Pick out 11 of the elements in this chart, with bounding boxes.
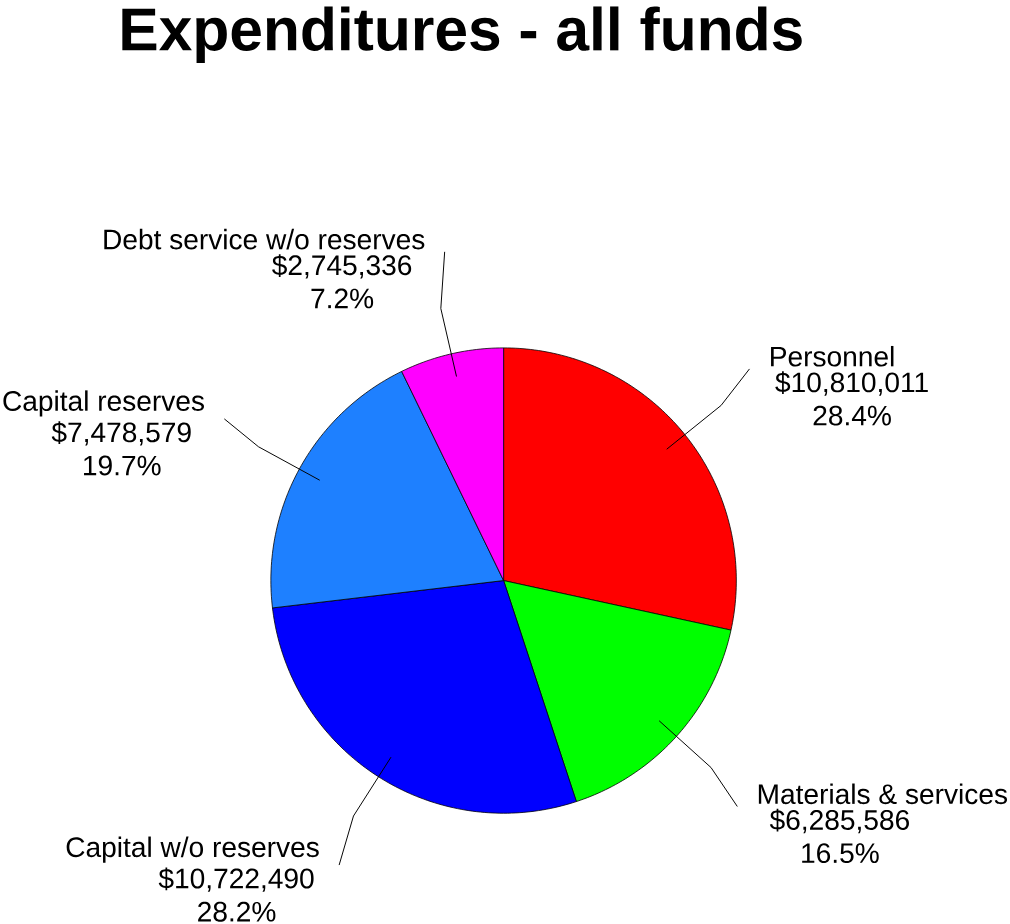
slice-label: Materials & services	[758, 783, 1008, 805]
slice-label: Capital reserves	[3, 390, 204, 417]
data-label: $6,285,586 16.5%	[769, 809, 909, 864]
data-label: $10,810,011 28.4%	[775, 371, 928, 426]
slice-label: Debt service w/o reserves	[104, 229, 425, 250]
chart-title: Expenditures - all funds	[122, 6, 802, 64]
data-label: $7,478,579 19.7%	[51, 421, 191, 476]
data-label: $10,722,490 28.2%	[158, 867, 314, 922]
slice-label: Capital w/o reserves	[66, 836, 319, 863]
data-label: $2,745,336 7.2%	[272, 254, 412, 309]
slice-label: Personnel	[771, 346, 894, 367]
